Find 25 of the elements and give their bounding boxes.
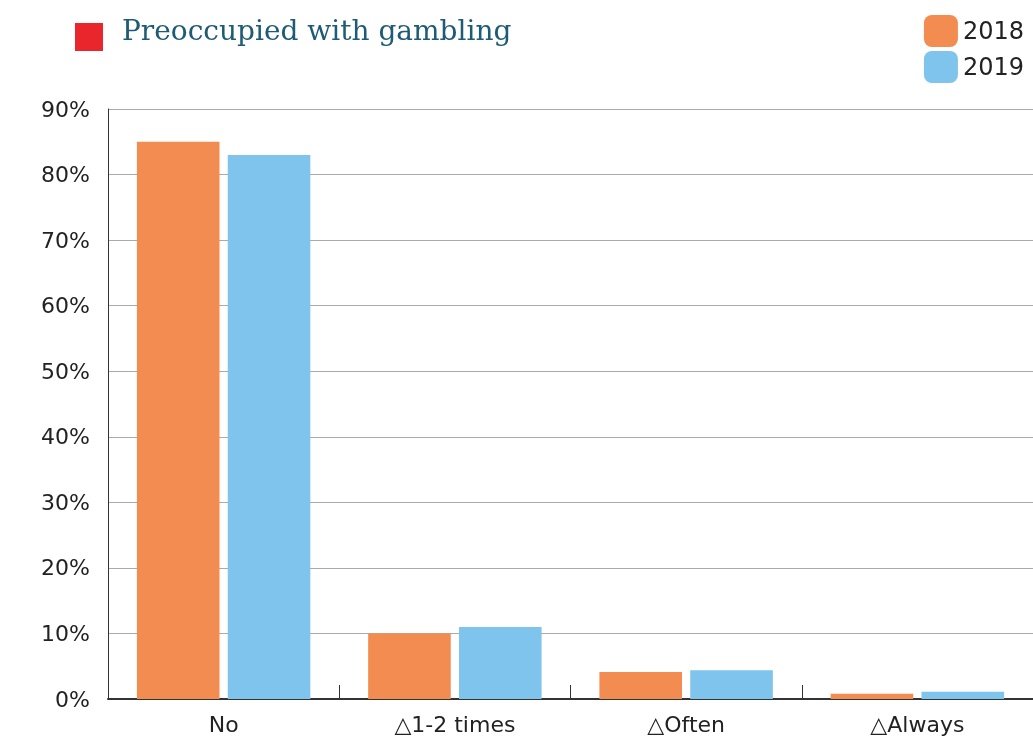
bar	[227, 154, 311, 699]
chart-title: Preoccupied with gambling	[122, 14, 512, 47]
y-tick-label: 70%	[41, 227, 90, 253]
y-tick-label: 90%	[41, 96, 90, 122]
bar	[830, 693, 914, 699]
legend-label: 2019	[962, 53, 1024, 81]
bar	[599, 672, 682, 699]
bar	[136, 141, 220, 699]
y-tick-label: 10%	[41, 620, 90, 646]
bar	[368, 633, 451, 699]
y-tick-label: 40%	[41, 424, 90, 450]
bar	[459, 626, 542, 699]
bar	[921, 691, 1005, 699]
y-tick-label: 50%	[41, 358, 90, 384]
y-tick-label: 30%	[41, 489, 90, 515]
y-tick-label: 80%	[41, 162, 90, 188]
x-tick-label: No	[208, 711, 239, 737]
y-tick-label: 0%	[55, 686, 90, 712]
x-tick-label: △Always	[870, 711, 965, 737]
x-tick-label: △Often	[647, 711, 725, 737]
bar	[690, 670, 773, 699]
y-tick-label: 20%	[41, 555, 90, 581]
legend-label: 2018	[962, 17, 1024, 45]
x-tick-label: △1-2 times	[394, 711, 516, 737]
y-tick-label: 60%	[41, 293, 90, 319]
